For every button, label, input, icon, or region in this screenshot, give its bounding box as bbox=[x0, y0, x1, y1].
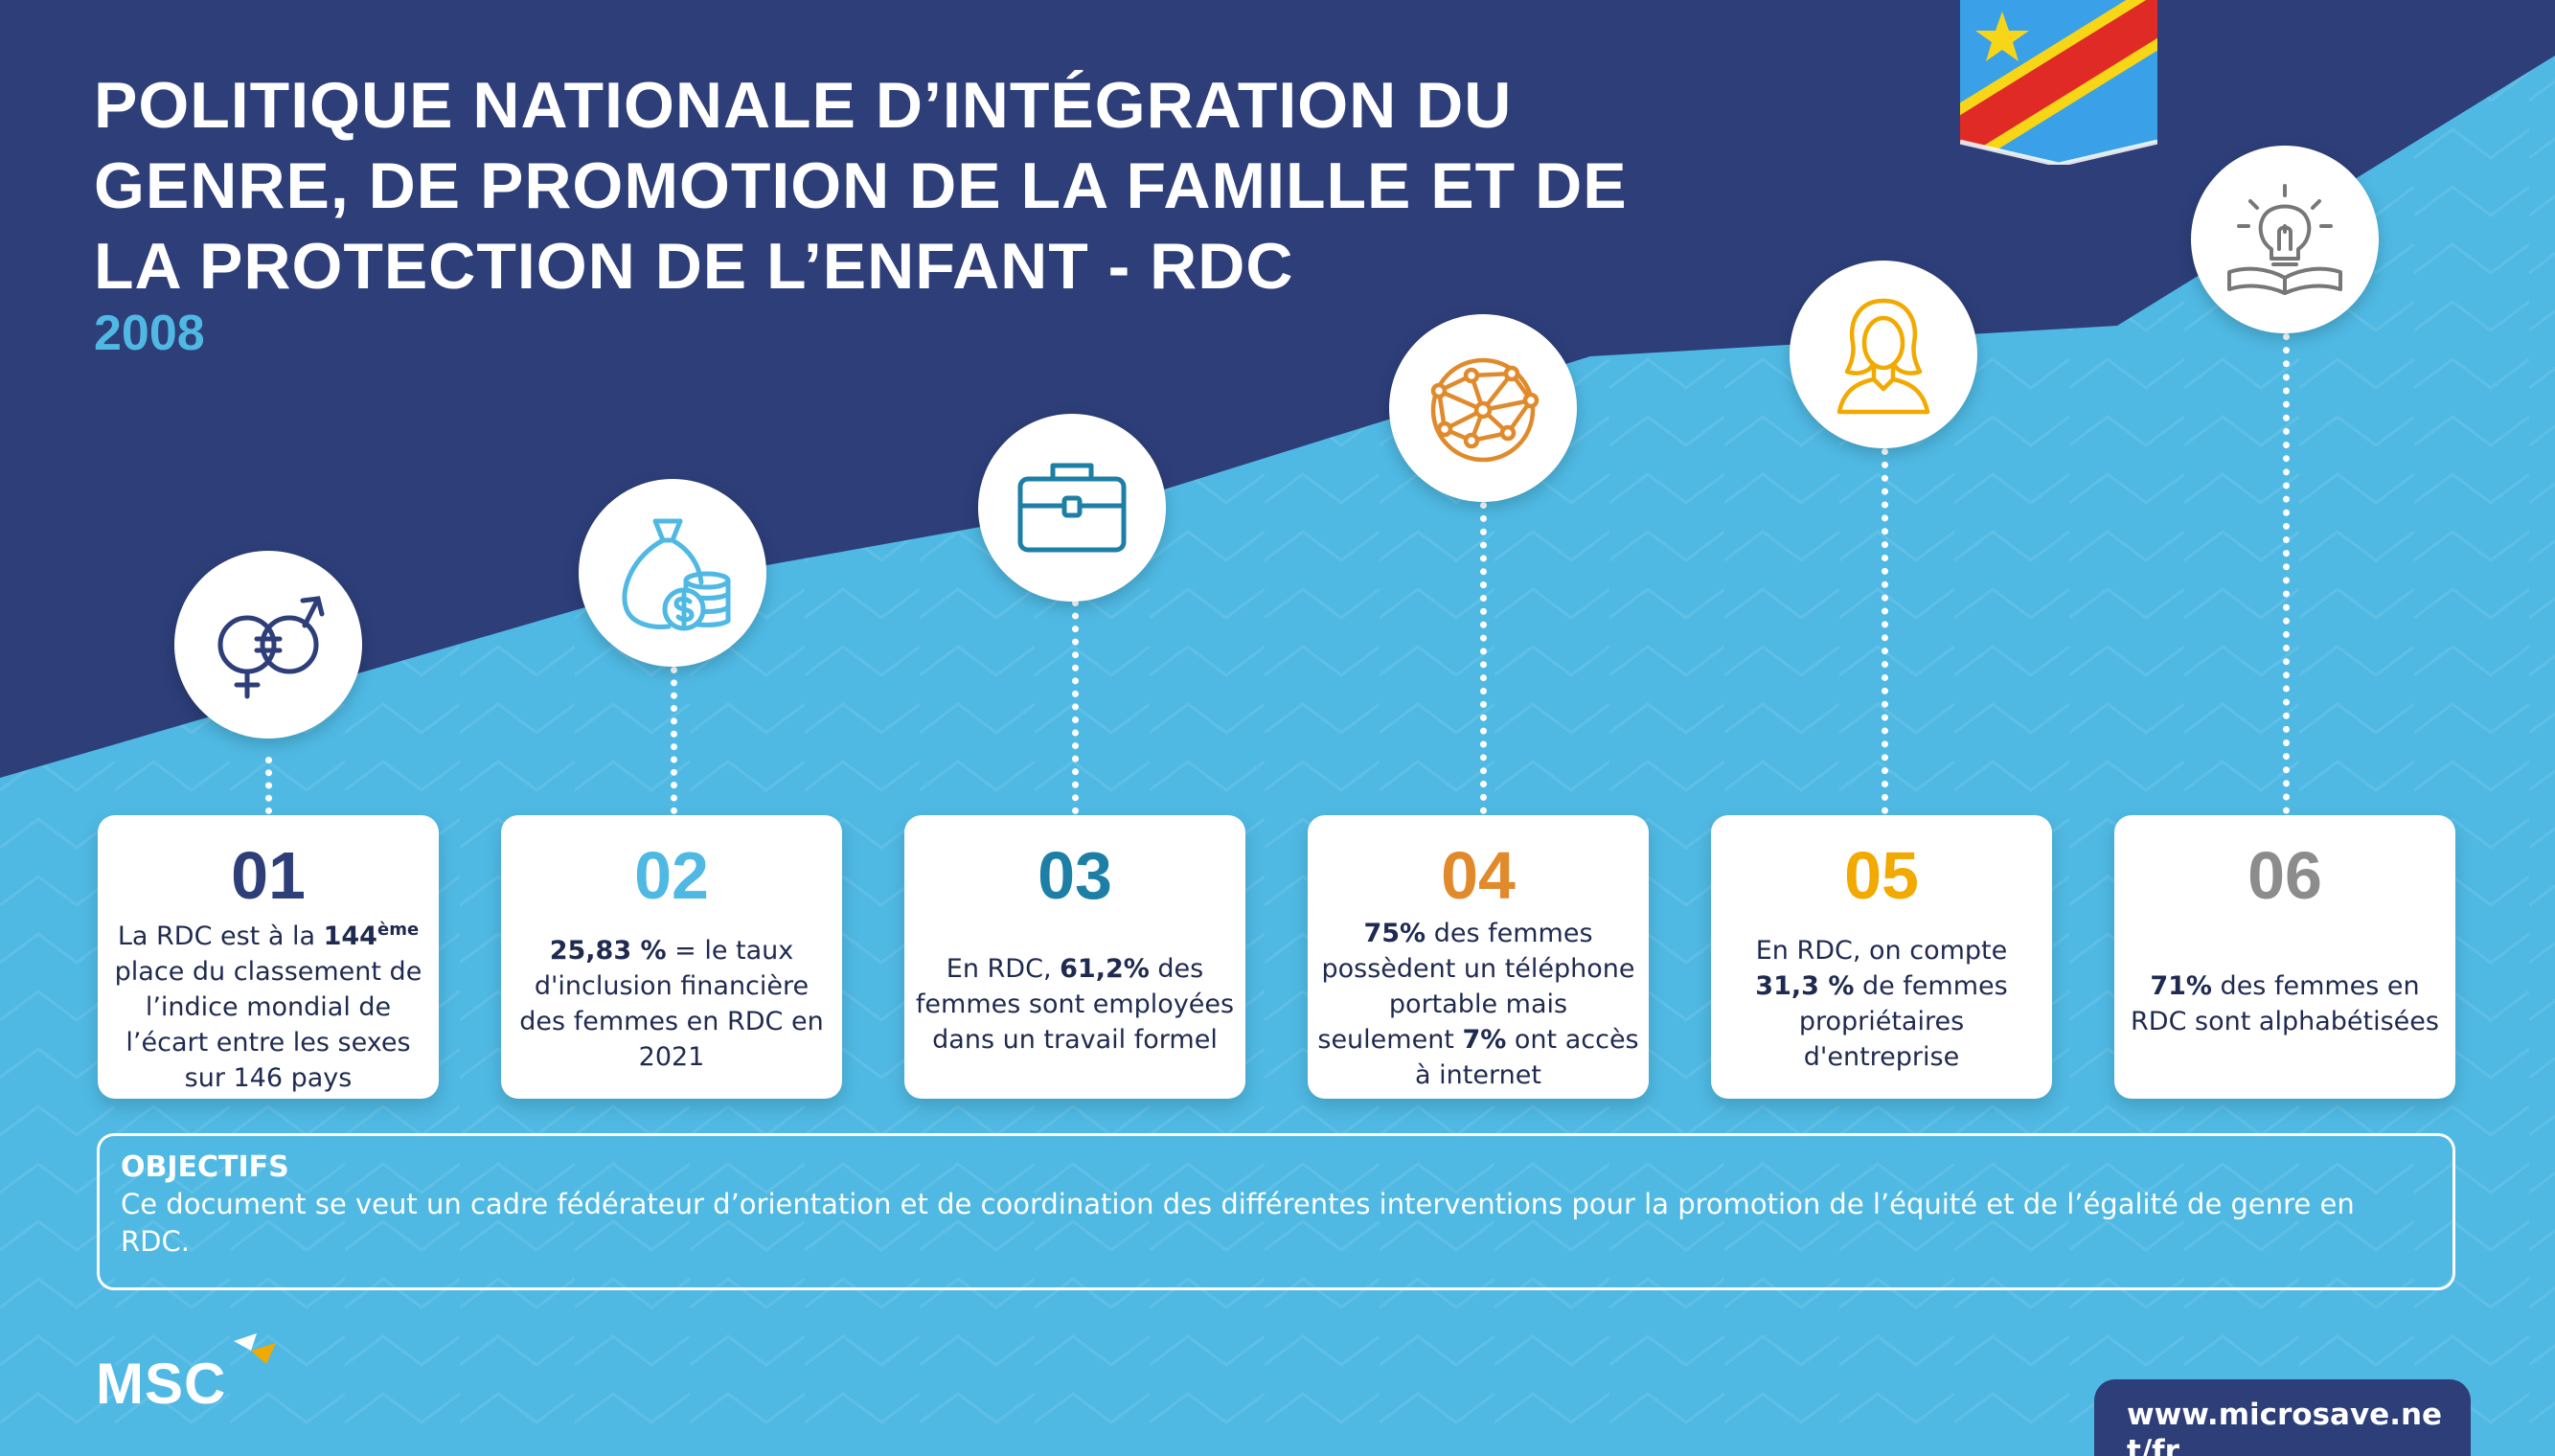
stat-text-segment: La RDC est à la bbox=[117, 921, 324, 951]
page-year: 2008 bbox=[94, 306, 205, 361]
stat-number: 01 bbox=[231, 838, 306, 913]
stat-card-02: 02 25,83 % = le taux d'inclusion financi… bbox=[501, 815, 842, 1099]
lightbulb-book-icon-circle bbox=[2191, 146, 2379, 333]
money-bag-coins-icon-circle bbox=[579, 479, 766, 667]
stat-number: 06 bbox=[2247, 838, 2322, 913]
drc-flag-icon bbox=[1960, 0, 2157, 165]
connector-line-4 bbox=[1480, 502, 1487, 814]
msc-logo-icon bbox=[234, 1333, 276, 1364]
stat-text-segment: des femmes sont employées dans un travai… bbox=[915, 953, 1235, 1055]
stat-highlight: 7% bbox=[1462, 1024, 1507, 1055]
stat-card-04: 04 75% des femmes possèdent un téléphone… bbox=[1308, 815, 1649, 1099]
connector-line-3 bbox=[1072, 600, 1079, 814]
stat-superscript: ème bbox=[376, 920, 420, 940]
stat-card-05: 05 En RDC, on compte 31,3 % de femmes pr… bbox=[1711, 815, 2052, 1099]
stat-number: 05 bbox=[1844, 838, 1919, 913]
stat-number: 03 bbox=[1038, 838, 1112, 913]
stat-highlight: 61,2% bbox=[1060, 953, 1150, 984]
title-line-2: GENRE, DE PROMOTION DE LA FAMILLE ET DE bbox=[94, 149, 1628, 222]
title-line-1: POLITIQUE NATIONALE D’INTÉGRATION DU bbox=[94, 69, 1513, 142]
globe-network-icon bbox=[1430, 357, 1540, 463]
stat-text: La RDC est à la 144ème place du classeme… bbox=[107, 920, 429, 1093]
stat-text-segment: ont accès à internet bbox=[1415, 1024, 1639, 1090]
stat-card-06: 06 71% des femmes en RDC sont alphabétis… bbox=[2114, 815, 2455, 1099]
connector-line-6 bbox=[2283, 333, 2290, 814]
woman-icon-circle bbox=[1790, 261, 1977, 448]
connector-line-1 bbox=[265, 757, 272, 814]
stat-text: En RDC, on compte 31,3 % de femmes propr… bbox=[1721, 921, 2042, 1087]
stat-card-01: 01 La RDC est à la 144ème place du class… bbox=[98, 815, 439, 1099]
briefcase-icon-circle bbox=[978, 414, 1166, 602]
globe-network-icon-circle bbox=[1389, 314, 1577, 502]
gender-equality-icon-circle bbox=[174, 551, 362, 739]
stat-highlight: 25,83 % bbox=[549, 936, 667, 966]
stat-highlight: 31,3 % bbox=[1755, 971, 1855, 1001]
stat-card-03: 03 En RDC, 61,2% des femmes sont employé… bbox=[904, 815, 1245, 1099]
stat-text-segment: = le taux d'inclusion financière des fem… bbox=[519, 936, 824, 1072]
stat-number: 02 bbox=[634, 838, 709, 913]
stat-text-segment: place du classement de l’indice mondial … bbox=[114, 957, 422, 1093]
stat-text: 75% des femmes possèdent un téléphone po… bbox=[1317, 918, 1639, 1090]
gender-equality-icon bbox=[217, 596, 325, 699]
woman-icon bbox=[1836, 298, 1930, 415]
logo-text: MSC bbox=[96, 1352, 227, 1416]
briefcase-icon bbox=[1017, 463, 1127, 553]
lightbulb-book-icon bbox=[2227, 184, 2342, 295]
stat-highlight: 71% bbox=[2150, 971, 2212, 1001]
connector-line-2 bbox=[671, 667, 677, 814]
stat-text: 71% des femmes en RDC sont alphabétisées bbox=[2124, 921, 2446, 1087]
objectives-text: Ce document se veut un cadre fédérateur … bbox=[121, 1188, 2355, 1258]
stat-highlight: 75% bbox=[1363, 918, 1426, 948]
objectives-box: OBJECTIFS Ce document se veut un cadre f… bbox=[97, 1133, 2455, 1290]
stat-text-segment: des femmes possèdent un téléphone portab… bbox=[1317, 918, 1635, 1055]
stat-text-segment: des femmes en RDC sont alphabétisées bbox=[2131, 971, 2439, 1036]
stat-text-segment: En RDC, bbox=[946, 953, 1061, 984]
stat-text-segment: En RDC, on compte bbox=[1755, 936, 2008, 966]
stat-highlight: 144 bbox=[323, 921, 377, 951]
stat-text: En RDC, 61,2% des femmes sont employées … bbox=[914, 921, 1236, 1087]
stat-number: 04 bbox=[1441, 838, 1516, 913]
title-line-3: LA PROTECTION DE L’ENFANT - RDC bbox=[94, 230, 1294, 303]
msc-logo: MSC bbox=[96, 1330, 287, 1416]
connector-line-5 bbox=[1882, 448, 1888, 814]
stat-text-segment: de femmes propriétaires d'entreprise bbox=[1798, 971, 2008, 1072]
stat-text: 25,83 % = le taux d'inclusion financière… bbox=[511, 921, 833, 1087]
page-title: POLITIQUE NATIONALE D’INTÉGRATION DU GEN… bbox=[94, 65, 1722, 307]
objectives-title: OBJECTIFS bbox=[121, 1150, 289, 1184]
website-url[interactable]: www.microsave.net/fr bbox=[2094, 1379, 2471, 1456]
money-bag-coins-icon bbox=[622, 518, 731, 631]
